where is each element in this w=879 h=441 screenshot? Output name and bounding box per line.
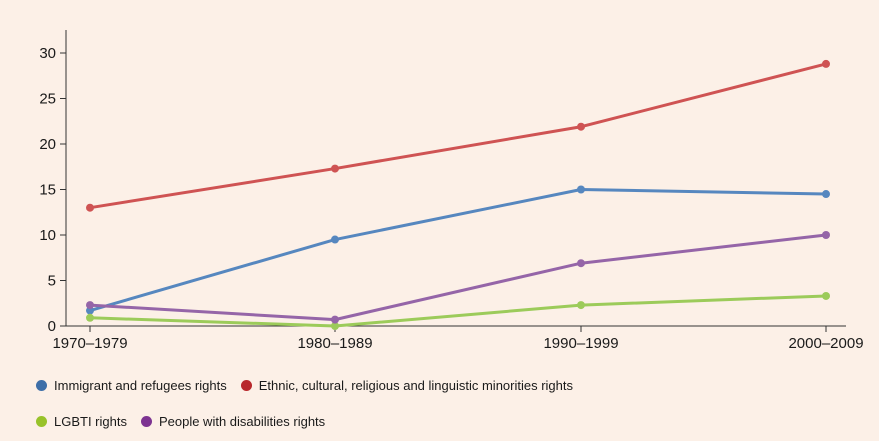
series-line-1 <box>89 62 827 210</box>
data-point-2-3 <box>822 291 830 300</box>
data-point-1-0 <box>86 203 94 212</box>
data-point-3-0 <box>86 301 94 310</box>
y-tick-label: 15 <box>39 182 56 199</box>
legend-row-2: LGBTI rights People with disabilities ri… <box>36 414 339 429</box>
legend-marker-ethnic <box>240 380 252 391</box>
axes: 0 5 10 15 20 25 30 1970–1979 1980–1989 1990–1999 2… <box>39 30 864 352</box>
series-lines <box>89 62 827 328</box>
data-point-1-2 <box>577 122 585 131</box>
legend-row-1: Immigrant and refugees rights Ethnic, cu… <box>36 378 587 393</box>
x-tick-label: 2000–2009 <box>788 335 863 352</box>
data-point-3-2 <box>577 259 585 268</box>
legend-item-ethnic: Ethnic, cultural, religious and linguist… <box>240 378 574 393</box>
data-point-3-1 <box>331 315 339 324</box>
y-tick-label: 20 <box>39 136 56 153</box>
legend-item-immigrant: Immigrant and refugees rights <box>36 378 227 393</box>
legend-label-ethnic: Ethnic, cultural, religious and linguist… <box>258 378 574 393</box>
legend-item-lgbti: LGBTI rights <box>36 414 127 429</box>
legend-label-disabilities: People with disabilities rights <box>158 414 326 429</box>
legend-marker-lgbti <box>36 416 47 427</box>
legend-item-disabilities: People with disabilities rights <box>140 414 326 429</box>
legend-label-immigrant: Immigrant and refugees rights <box>54 378 227 393</box>
y-tick-label: 10 <box>39 227 56 244</box>
data-point-0-2 <box>577 185 585 194</box>
legend-marker-immigrant <box>36 380 47 391</box>
data-point-1-3 <box>822 59 830 68</box>
data-point-2-2 <box>577 301 585 310</box>
x-tick-label: 1980–1989 <box>297 335 372 352</box>
data-point-0-3 <box>822 190 830 199</box>
series-points <box>86 59 830 330</box>
legend-label-lgbti: LGBTI rights <box>54 414 127 429</box>
y-tick-label: 30 <box>39 45 56 62</box>
series-line-2 <box>89 294 827 328</box>
x-tick-label: 1970–1979 <box>52 335 127 352</box>
series-line-3 <box>89 233 827 322</box>
series-line-0 <box>89 188 827 312</box>
x-tick-label: 1990–1999 <box>543 335 618 352</box>
y-tick-label: 5 <box>48 273 56 290</box>
data-point-3-3 <box>822 231 830 239</box>
data-point-2-1 <box>331 322 339 330</box>
data-point-1-1 <box>331 164 339 173</box>
legend-marker-disabilities <box>140 416 152 427</box>
y-tick-label: 0 <box>48 318 56 335</box>
data-point-2-0 <box>86 313 94 322</box>
y-tick-label: 25 <box>39 91 56 108</box>
data-point-0-1 <box>331 235 339 244</box>
